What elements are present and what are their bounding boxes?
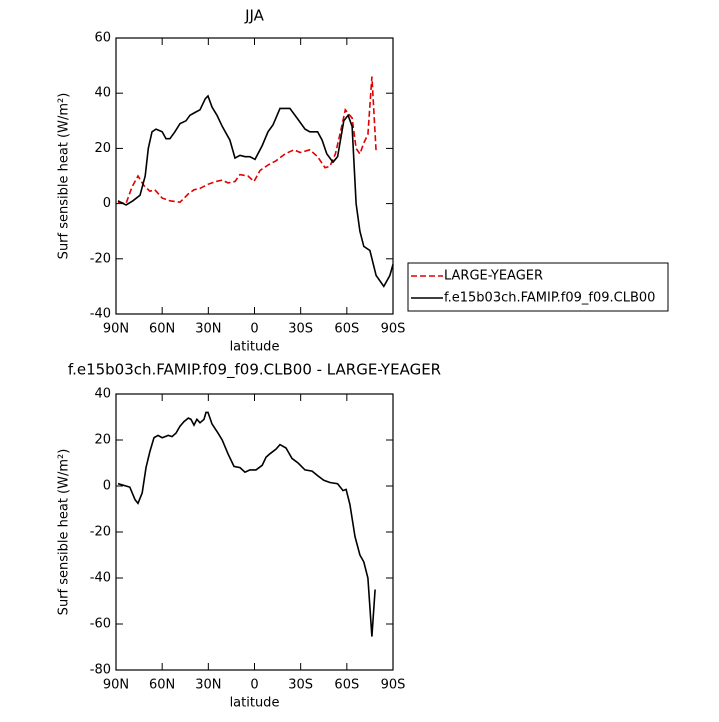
x-tick-label: 60S [334,678,359,693]
y-tick-label: 40 [94,387,111,402]
data-line [117,411,376,637]
panel: f.e15b03ch.FAMIP.f09_f09.CLB00 - LARGE-Y… [57,361,442,711]
y-tick-label: 20 [94,433,111,448]
x-tick-label: 60N [149,322,175,337]
y-tick-label: -20 [90,251,111,266]
x-tick-label: 0 [250,678,258,693]
plot-frame [115,393,394,671]
y-axis-label: Surf sensible heat (W/m²) [57,93,72,260]
x-tick-label: 30N [195,322,221,337]
x-tick-label: 30N [195,678,221,693]
x-tick-label: 30S [288,322,313,337]
y-tick-label: 0 [103,479,111,494]
y-tick-label: 0 [103,196,111,211]
legend-label: LARGE-YEAGER [444,269,543,284]
plot-frame [115,37,394,315]
x-tick-label: 90N [103,322,129,337]
x-tick-label: 90S [381,322,406,337]
y-axis-label: Surf sensible heat (W/m²) [57,449,72,616]
legend-box [407,262,669,312]
panel: JJA -40 -20 0 20 40 60 90N 60N 30N 0 30S 60S 90S latit… [57,7,669,355]
y-tick-label: -80 [90,663,111,678]
y-tick-label: -60 [90,617,111,632]
y-tick-label: -40 [90,307,111,322]
chart-title: f.e15b03ch.FAMIP.f09_f09.CLB00 - LARGE-Y… [68,361,441,380]
x-axis-label: latitude [230,696,280,711]
x-tick-label: 90S [381,678,406,693]
x-tick-label: 0 [250,322,258,337]
y-tick-label: 40 [94,86,111,101]
chart-title: JJA [244,7,265,25]
y-tick-label: 20 [94,141,111,156]
x-tick-label: 30S [288,678,313,693]
x-tick-label: 60N [149,678,175,693]
data-line [117,94,394,288]
legend-label: f.e15b03ch.FAMIP.f09_f09.CLB00 [444,291,655,306]
x-axis-label: latitude [230,340,280,355]
x-tick-label: 60S [334,322,359,337]
y-tick-label: -40 [90,571,111,586]
data-line [117,76,377,205]
x-tick-label: 90N [103,678,129,693]
y-tick-label: -20 [90,525,111,540]
y-tick-label: 60 [94,31,111,46]
